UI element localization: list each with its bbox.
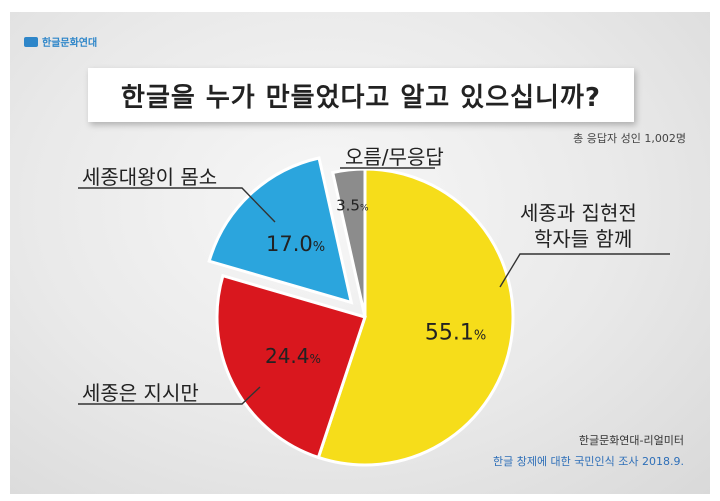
slice-category-label: 세종과 집현전 학자들 함께 xyxy=(520,201,637,251)
logo-text: 한글문화연대 xyxy=(42,38,98,49)
pie-slice xyxy=(207,156,354,305)
slice-value-label: 24.4% xyxy=(265,344,321,368)
leader-line xyxy=(499,253,670,288)
slice-value-label: 55.1% xyxy=(425,321,486,346)
logo-icon xyxy=(24,36,38,47)
slice-value-label: 3.5% xyxy=(336,196,369,214)
logo: 한글문화연대 xyxy=(24,34,97,49)
chart-title-box: 한글을 누가 만들었다고 알고 있으십니까? xyxy=(88,68,634,122)
source-line-1: 한글문화연대-리얼미터 xyxy=(578,434,684,447)
slice-category-label: 세종은 지시만 xyxy=(82,381,199,405)
chart-card: 한글문화연대 한글을 누가 만들었다고 알고 있으십니까? 총 응답자 성인 1… xyxy=(10,12,710,494)
chart-title: 한글을 누가 만들었다고 알고 있으십니까? xyxy=(121,82,601,113)
pie-chart: 55.1% 세종과 집현전 학자들 함께 24.4% 세종은 지시만 17.0% 세종대왕이… xyxy=(78,145,670,467)
respondents-note: 총 응답자 성인 1,002명 xyxy=(573,132,686,145)
slice-value-label: 17.0% xyxy=(266,232,325,256)
pie-slice xyxy=(215,273,367,460)
leader-line xyxy=(78,386,261,405)
source-line-2: 한글 창제에 대한 국민인식 조사 2018.9. xyxy=(492,455,684,468)
pie-slice xyxy=(316,167,515,467)
pie-slice xyxy=(330,167,367,318)
leader-line xyxy=(78,187,276,223)
slice-category-label: 오름/무응답 xyxy=(345,145,444,169)
slice-category-label: 세종대왕이 몸소 xyxy=(82,165,217,189)
